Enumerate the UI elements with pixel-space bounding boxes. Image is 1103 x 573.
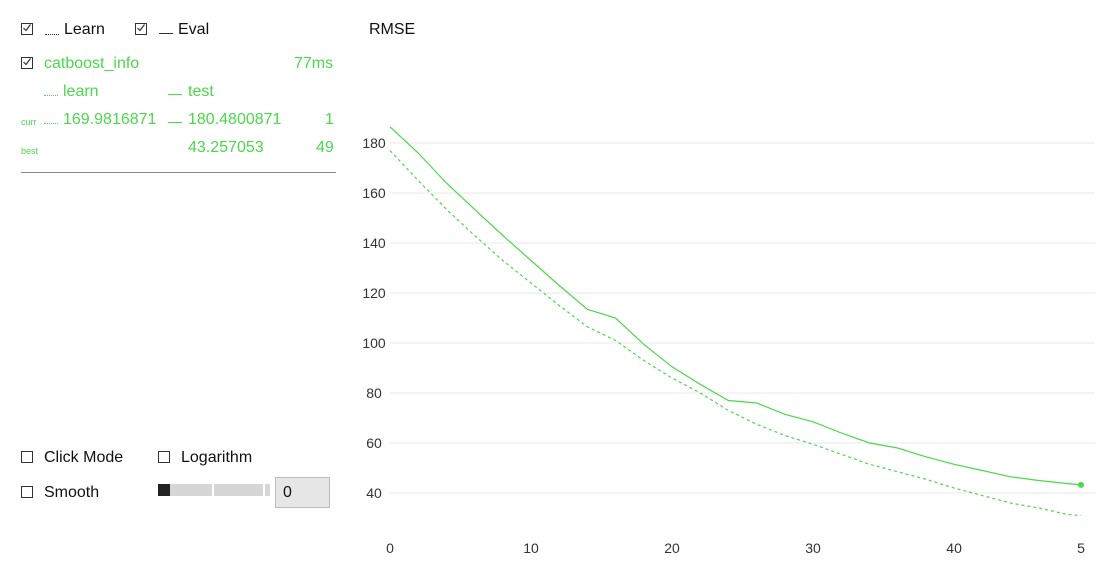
click-mode-label[interactable]: Click Mode [44, 449, 124, 466]
slider-notch [263, 484, 265, 496]
y-tick-label: 60 [366, 435, 382, 451]
x-tick-label: 5 [1077, 540, 1085, 556]
x-tick-label: 20 [664, 540, 680, 556]
eval-checkbox[interactable] [135, 23, 147, 35]
y-tick-label: 120 [362, 285, 386, 301]
run-checkbox[interactable] [21, 57, 33, 69]
eval-legend-label: Eval [178, 21, 210, 38]
run-name[interactable]: catboost_info [44, 55, 140, 72]
test-solid-icon [168, 94, 182, 95]
best-point-marker [1078, 481, 1084, 488]
logarithm-checkbox[interactable] [158, 451, 170, 463]
x-tick-label: 10 [523, 540, 539, 556]
x-tick-label: 40 [946, 540, 962, 556]
check-icon [23, 24, 31, 32]
learn-checkbox[interactable] [21, 23, 33, 35]
curr-iteration: 1 [325, 111, 334, 128]
smooth-value-input[interactable]: 0 [275, 477, 330, 508]
best-test-value: 43.257053 [188, 139, 264, 156]
learn-legend-label: Learn [64, 21, 105, 38]
smooth-label[interactable]: Smooth [44, 484, 100, 501]
series-line-test [389, 126, 1082, 486]
y-tick-label: 80 [366, 385, 382, 401]
curr-test-value: 180.4800871 [188, 111, 282, 128]
learn-dotted-icon [44, 95, 58, 96]
check-icon [137, 24, 145, 32]
test-column-header: test [188, 83, 214, 100]
y-tick-label: 140 [362, 235, 386, 251]
y-tick-label: 160 [362, 185, 386, 201]
logarithm-label[interactable]: Logarithm [181, 449, 253, 466]
run-time: 77ms [294, 55, 334, 72]
curr-learn-value: 169.9816871 [63, 111, 157, 128]
x-tick-label: 30 [805, 540, 821, 556]
y-tick-label: 180 [362, 135, 386, 151]
chart-title: RMSE [369, 21, 416, 38]
x-tick-label: 0 [386, 540, 394, 556]
curr-label: curr [21, 117, 37, 127]
dotted-line-icon [45, 34, 59, 35]
smooth-slider-handle[interactable] [158, 484, 170, 496]
y-tick-label: 40 [366, 485, 382, 501]
test-solid-icon [168, 122, 182, 123]
learn-dotted-icon [44, 123, 58, 124]
click-mode-checkbox[interactable] [21, 451, 33, 463]
learn-column-header: learn [63, 83, 99, 100]
solid-line-icon [159, 33, 173, 34]
divider [21, 172, 336, 173]
best-iteration: 49 [316, 139, 334, 156]
series-line-learn [389, 150, 1082, 517]
y-tick-label: 100 [362, 335, 386, 351]
best-label: best [21, 146, 39, 156]
slider-notch [212, 484, 214, 496]
smooth-slider-track[interactable] [158, 484, 270, 496]
check-icon [23, 58, 31, 66]
smooth-checkbox[interactable] [21, 486, 33, 498]
